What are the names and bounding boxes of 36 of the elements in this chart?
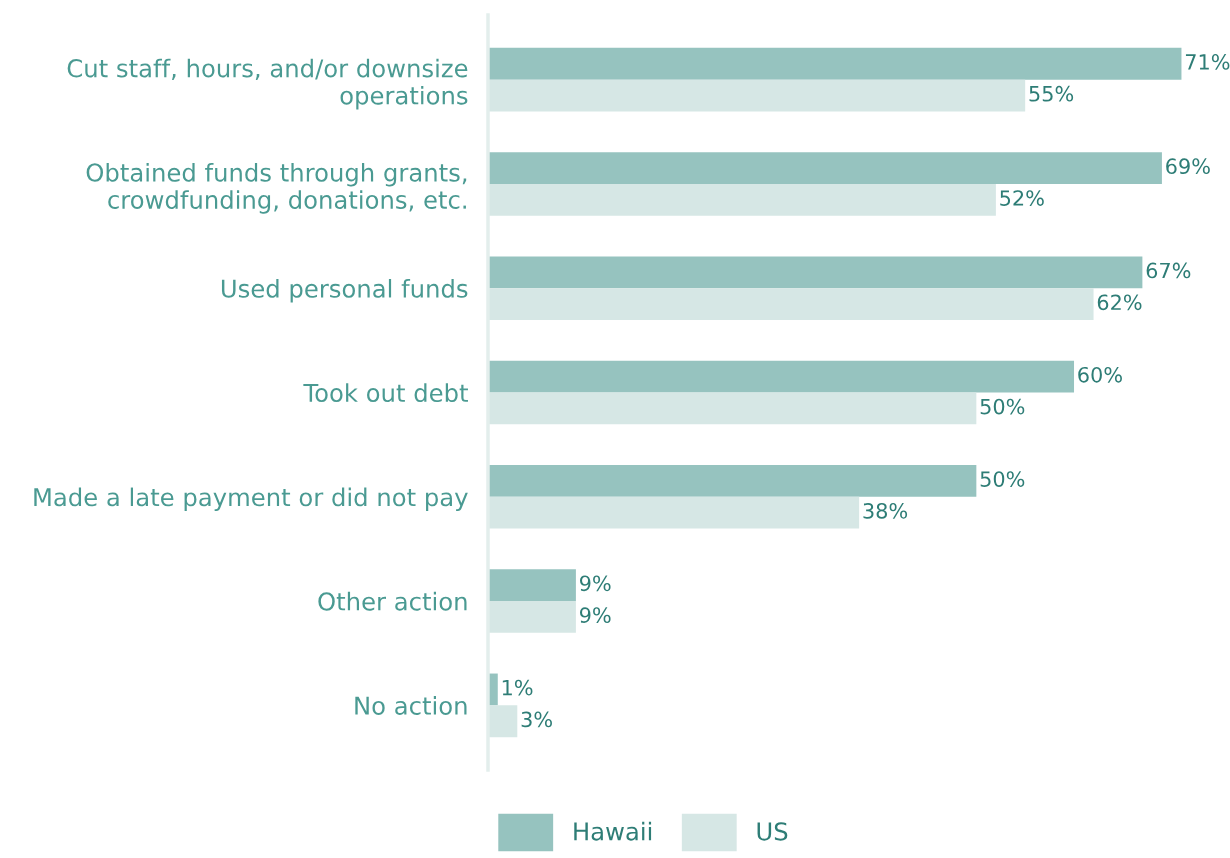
bar bbox=[488, 464, 977, 497]
data-label: 50% bbox=[980, 398, 1025, 415]
data-label: 67% bbox=[1146, 262, 1191, 279]
data-label: 71% bbox=[1185, 54, 1230, 70]
bar bbox=[488, 183, 996, 216]
data-label: 9% bbox=[579, 607, 611, 624]
y-tick-label: Used personal funds bbox=[221, 278, 468, 303]
bar bbox=[488, 569, 576, 602]
data-label: 50% bbox=[980, 471, 1025, 487]
bar bbox=[488, 47, 1182, 80]
bar bbox=[488, 79, 1026, 112]
y-tick-label: Cut staff, hours, and/or downsize operations bbox=[67, 58, 468, 110]
data-label: 69% bbox=[1166, 158, 1210, 175]
data-label: 60% bbox=[1078, 366, 1122, 383]
legend-label: Hawaii bbox=[574, 821, 652, 841]
bar bbox=[488, 288, 1094, 321]
bar bbox=[488, 496, 860, 529]
y-tick-label: Obtained funds through grants, crowdfunding, donations, etc. bbox=[86, 162, 467, 214]
data-label: 1% bbox=[502, 679, 533, 696]
y-tick-label: Made a late payment or did not pay bbox=[34, 487, 468, 512]
bar bbox=[488, 360, 1075, 393]
data-label: 38% bbox=[863, 502, 908, 519]
y-tick-label: Took out debt bbox=[303, 383, 468, 403]
data-label: 3% bbox=[521, 711, 552, 728]
data-label: 9% bbox=[579, 575, 611, 592]
bar bbox=[488, 256, 1143, 289]
bar bbox=[488, 705, 518, 738]
bar bbox=[488, 392, 977, 425]
data-label: 62% bbox=[1097, 294, 1142, 311]
y-tick-label: Other action bbox=[318, 591, 467, 611]
y-tick-label: No action bbox=[355, 696, 467, 715]
bar bbox=[488, 601, 576, 633]
legend-label: US bbox=[757, 822, 788, 841]
data-label: 52% bbox=[1000, 190, 1044, 206]
bar bbox=[488, 152, 1162, 184]
data-label: 55% bbox=[1029, 85, 1074, 102]
